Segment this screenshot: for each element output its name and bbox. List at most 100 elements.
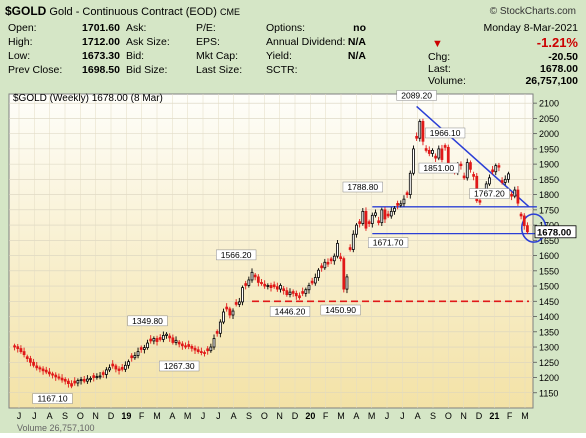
annotation-label: 1788.80 (347, 182, 378, 192)
x-tick-label: N (92, 411, 99, 421)
candle-body (130, 355, 134, 359)
candle-body (358, 221, 362, 224)
symbol: $GOLD (5, 4, 47, 18)
candle-body (117, 368, 121, 371)
candle-body (120, 367, 124, 370)
volume-label: Volume 26,757,100 (17, 423, 95, 433)
last-price-label: 1678.00 (537, 227, 571, 238)
candle-body (393, 207, 396, 212)
x-tick-label: A (169, 411, 175, 421)
candle-body (459, 163, 463, 167)
candle-body (339, 256, 343, 260)
chart-title: $GOLD (Weekly) 1678.00 (8 Mar) (13, 93, 163, 104)
candle-body (443, 145, 447, 148)
candle-body (304, 289, 308, 294)
stat-prevclose-label: Prev Close: (8, 64, 63, 76)
stat-options-value: no (353, 22, 366, 34)
candle-body (326, 261, 330, 265)
candle-body (133, 355, 137, 359)
x-tick-label: M (337, 411, 345, 421)
candle-body (155, 338, 159, 342)
candle-body (478, 200, 482, 203)
candle-body (263, 283, 267, 287)
annotation-label: 1267.30 (164, 361, 195, 371)
annotation-label: 1566.20 (221, 250, 252, 260)
candle-body (86, 378, 89, 382)
stat-open-value: 1701.60 (82, 22, 120, 34)
stat-last-label: Last: (428, 63, 451, 75)
candle-body (380, 209, 384, 224)
x-tick-label: D (108, 411, 115, 421)
candle-body (282, 288, 286, 292)
candle-body (237, 301, 241, 305)
annotation-label: 2089.20 (401, 90, 432, 100)
candle-body (89, 378, 92, 380)
candle-body (95, 376, 99, 379)
trend-line-resistance (416, 105, 530, 208)
candle-body (408, 172, 412, 196)
candle-body (25, 356, 29, 360)
candle-body (418, 121, 422, 139)
y-tick-label: 1400 (539, 312, 559, 322)
stat-volume-label: Volume: (428, 75, 466, 87)
quote-date: Monday 8-Mar-2021 (483, 22, 578, 34)
x-tick-label: J (216, 411, 221, 421)
copyright: © StockCharts.com (489, 6, 576, 17)
candle-body (336, 242, 339, 257)
stat-chg-label: Chg: (428, 51, 451, 63)
x-tick-label: M (521, 411, 529, 421)
candle-body (462, 175, 466, 179)
candle-body (123, 364, 127, 370)
y-tick-label: 2050 (539, 114, 559, 124)
candle-body (206, 348, 210, 352)
candle-body (510, 193, 513, 197)
chart-header: $GOLD Gold - Continuous Contract (EOD) C… (5, 4, 240, 18)
stat-sctr-label: SCTR: (266, 64, 298, 76)
annotation-label: 1767.20 (474, 189, 505, 199)
stat-bid-label: Bid: (126, 50, 145, 62)
annotation-label: 1167.10 (38, 394, 68, 404)
candle-body (60, 377, 64, 381)
y-tick-label: 1850 (539, 175, 559, 185)
candle-body (54, 374, 58, 378)
candle-body (165, 333, 168, 336)
candle-body (329, 258, 333, 262)
candle-body (389, 210, 393, 217)
candle-body (355, 224, 358, 235)
annotation-box (425, 127, 466, 139)
annotation-box (269, 306, 311, 317)
stat-low-value: 1673.30 (82, 50, 120, 62)
candle-body (199, 351, 203, 354)
x-tick-label: M (184, 411, 192, 421)
x-tick-label: S (246, 411, 252, 421)
stat-high-value: 1712.00 (82, 36, 120, 48)
candle-body (250, 271, 254, 281)
x-tick-label: O (77, 411, 84, 421)
x-tick-label: J (32, 411, 37, 421)
candle-body (108, 367, 111, 371)
annotation-box (159, 360, 200, 372)
price-annotations: 2089.20 1966.10 1851.00 1788.80 1767.20 1671.… (32, 90, 510, 404)
candle-body (253, 274, 257, 278)
y-tick-label: 1950 (539, 144, 559, 154)
candle-body (161, 335, 165, 340)
y-axis: 1150 1200 1250 1300 1350 1400 1450 1500 1550 1600… (533, 99, 559, 398)
candle-body (57, 376, 61, 379)
annotation-label: 1450.90 (325, 305, 356, 315)
candle-body (415, 135, 419, 139)
candle-body (465, 162, 469, 179)
candle-body (345, 276, 349, 290)
stats-panel: Open: 1701.60 High: 1712.00 Low: 1673.30… (8, 22, 580, 87)
candle-body (228, 308, 232, 316)
y-tick-label: 1500 (539, 282, 559, 292)
x-tick-label: 19 (121, 411, 131, 421)
annotation-box (216, 249, 257, 261)
y-tick-label: 2100 (539, 99, 559, 109)
candle-body (70, 383, 73, 387)
x-tick-label: F (323, 411, 329, 421)
stat-yield-value: N/A (347, 50, 366, 62)
stat-high-label: High: (8, 36, 33, 48)
candle-body (412, 148, 415, 174)
candle-body (503, 178, 507, 183)
